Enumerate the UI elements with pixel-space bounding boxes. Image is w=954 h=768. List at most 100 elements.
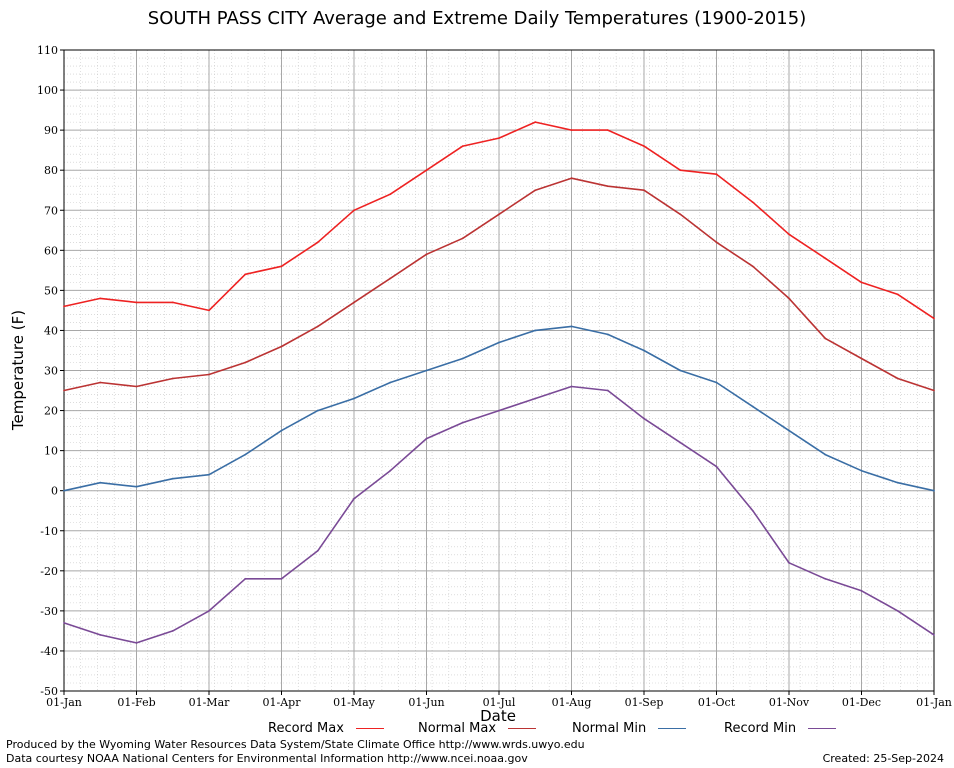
data-point-normal-max [824,337,827,340]
x-tick-label: 01-Jan [46,696,82,709]
data-point-normal-min [860,469,863,472]
data-point-record-max [679,169,682,172]
data-point-record-min [933,634,935,636]
data-point-normal-min [643,349,645,352]
x-tick-label: 01-Jul [483,696,516,709]
data-point-normal-min [933,489,935,492]
y-tick-label: 100 [37,84,58,97]
data-point-record-min [63,621,65,624]
data-point-normal-min [135,485,138,488]
x-tick-label: 01-Feb [117,696,155,709]
data-point-normal-max [425,253,428,256]
data-point-normal-min [715,381,718,384]
data-point-record-max [280,265,283,268]
x-tick-label: 01-Apr [263,696,302,709]
data-point-record-max [896,293,899,296]
data-point-record-max [498,137,500,140]
x-tick-label: 01-May [333,696,376,709]
x-axis-label: Date [480,707,516,725]
data-point-record-min [135,642,138,644]
data-point-record-max [63,305,65,308]
data-point-record-max [316,241,319,244]
data-point-normal-max [606,185,609,188]
data-point-record-max [824,257,827,260]
legend-record-min-swatch [808,728,837,729]
y-tick-label: 20 [44,405,58,418]
data-point-record-max [425,169,428,172]
data-point-record-max [643,145,645,148]
data-point-record-max [99,297,102,300]
x-tick-label: 01-Nov [769,696,810,709]
y-tick-label: 80 [44,164,58,177]
data-point-record-max [171,301,174,304]
data-point-record-min [643,417,645,420]
x-tick-label: 01-Jun [408,696,444,709]
data-point-normal-max [135,385,138,388]
y-axis-label: Temperature (F) [9,309,27,431]
legend-record-min-label: Record Min [724,721,797,736]
data-point-record-min [99,634,102,636]
data-point-record-min [751,509,754,512]
data-point-normal-min [353,397,355,400]
legend-normal-max-label: Normal Max [418,721,497,736]
data-point-record-max [751,201,754,204]
legend-record-max-label: Record Max [268,721,344,736]
data-point-normal-max [534,189,537,192]
data-point-record-max [389,193,392,196]
data-point-normal-max [389,277,392,280]
data-point-normal-min [498,341,500,344]
legend-record-max: Record Max [268,721,384,736]
y-tick-label: 110 [37,44,58,57]
data-point-normal-max [570,177,573,180]
data-point-record-min [896,609,899,612]
data-point-record-min [171,630,174,632]
y-tick-label: -50 [40,685,58,698]
data-point-record-max [606,129,609,132]
footer-producer: Produced by the Wyoming Water Resources … [6,738,585,751]
data-point-normal-min [606,333,609,336]
footer-data-source: Data courtesy NOAA National Centers for … [6,752,528,765]
data-point-record-min [679,441,682,444]
y-tick-label: 0 [51,485,58,498]
legend-normal-max-swatch [508,728,537,729]
data-point-record-min [534,397,537,400]
data-point-normal-min [751,405,754,408]
data-point-normal-min [534,329,537,332]
y-tick-label: 40 [44,324,58,337]
data-point-normal-min [63,489,65,492]
data-point-normal-min [824,453,827,456]
legend-normal-min-swatch [658,728,687,729]
x-tick-label: 01-Mar [189,696,231,709]
data-point-record-max [788,233,790,236]
x-tick-label: 01-Sep [625,696,664,709]
data-point-normal-min [99,481,102,484]
y-tick-label: 50 [44,284,58,297]
y-tick-label: 70 [44,204,58,217]
data-point-normal-max [933,389,935,392]
data-point-record-min [824,577,827,580]
data-point-normal-max [171,377,174,380]
data-point-record-max [570,129,573,132]
data-point-record-min [461,421,464,424]
data-point-normal-max [280,345,283,348]
data-point-normal-max [751,265,754,268]
data-point-record-min [570,385,573,388]
data-point-record-max [933,317,935,320]
data-point-normal-max [244,361,247,364]
data-point-record-min [244,577,247,580]
footer-created: Created: 25-Sep-2024 [822,752,944,765]
data-point-record-max [208,309,210,312]
chart-title: SOUTH PASS CITY Average and Extreme Dail… [147,8,807,29]
data-point-normal-min [244,453,247,456]
data-point-record-max [715,173,718,176]
data-point-normal-min [208,473,210,476]
data-point-normal-max [208,373,210,376]
legend-normal-max: Normal Max [418,721,537,736]
data-point-normal-max [63,389,65,392]
x-tick-label: 01-Dec [842,696,881,709]
legend-normal-min-label: Normal Min [572,721,647,736]
data-point-record-min [606,389,609,392]
data-point-normal-min [896,481,899,484]
